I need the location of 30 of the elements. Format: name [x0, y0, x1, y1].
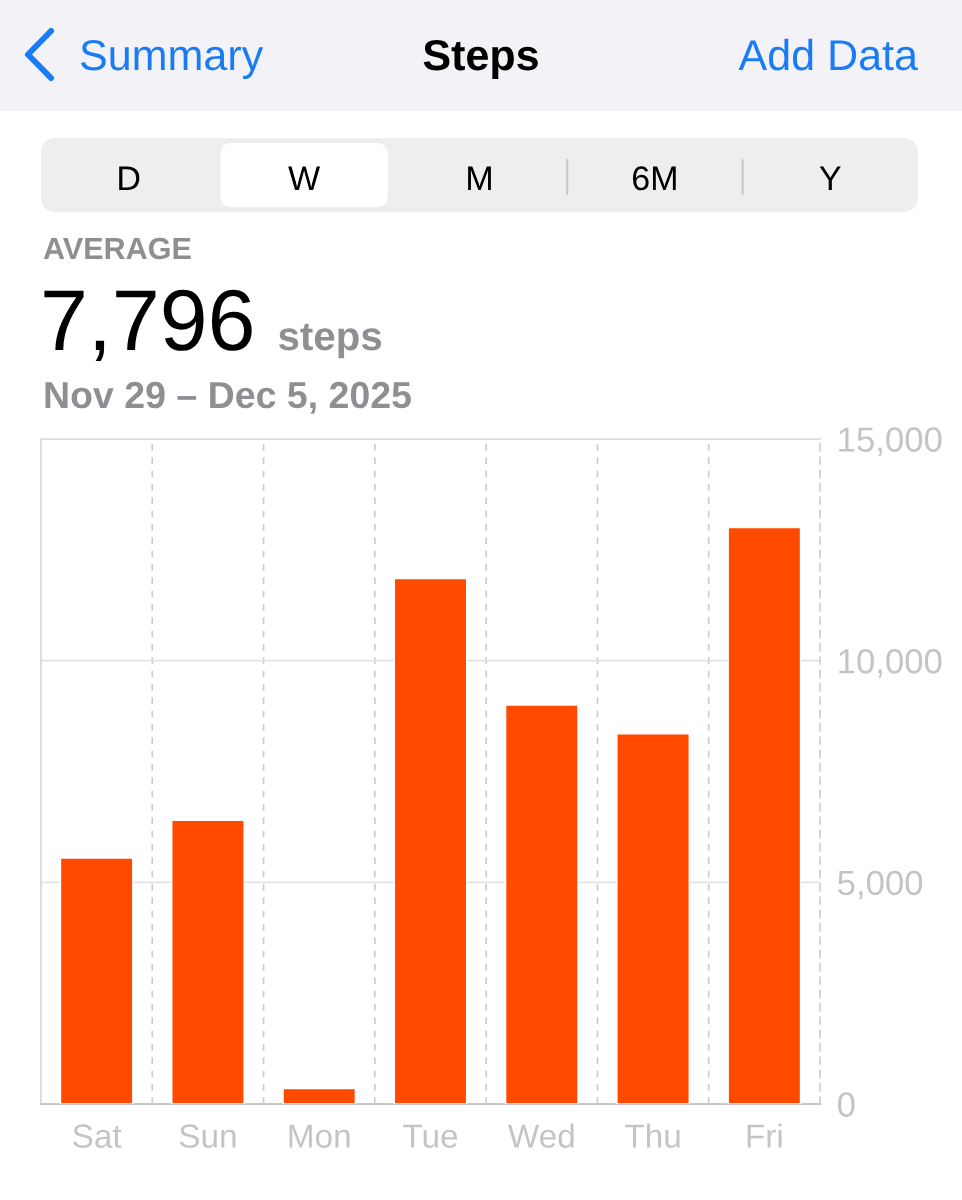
text: D [119, 166, 140, 190]
bar [727, 526, 802, 1104]
text: Add Data [738, 38, 919, 71]
x-tick-label: Fri [747, 1123, 782, 1148]
x-tick-label: Tue [403, 1124, 458, 1148]
text: 7,796 [44, 289, 252, 362]
bar [616, 733, 690, 1104]
x-tick-label: Mon [289, 1124, 350, 1148]
x-tick-label: Sun [179, 1124, 236, 1148]
y-tick-label: 10,000 [839, 649, 942, 678]
chart-title: Steps [423, 39, 538, 79]
text: AVERAGE [43, 237, 191, 260]
bar [59, 857, 134, 1104]
bar [504, 704, 579, 1104]
x-tick-label: Wed [507, 1123, 574, 1148]
bar [171, 819, 245, 1104]
y-tick-label: 0 [838, 1092, 855, 1117]
bar [393, 577, 468, 1104]
text: 6M [632, 166, 676, 191]
text: Summary [80, 39, 264, 79]
y-tick-label: 5,000 [838, 870, 923, 900]
y-tick-label: 15,000 [839, 427, 942, 457]
text: Y [819, 166, 841, 190]
text: W [288, 166, 321, 190]
text: steps [278, 323, 382, 359]
x-tick-label: Thu [625, 1123, 680, 1148]
chart-subtitle: Nov 29 – Dec 5, 2025 [45, 381, 411, 414]
text: M [468, 166, 491, 190]
bar [282, 1087, 357, 1104]
x-tick-label: Sat [73, 1124, 122, 1148]
